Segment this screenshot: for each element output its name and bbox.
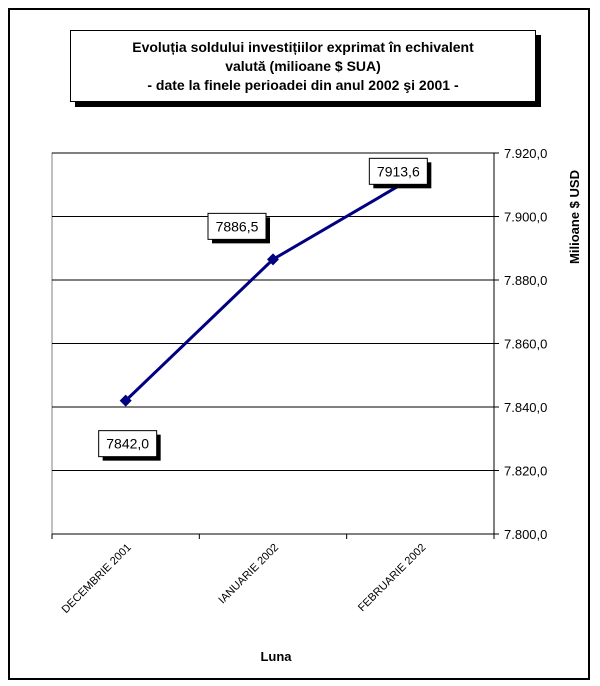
x-tick-label: FEBRUARIE 2002 <box>356 542 428 614</box>
y-tick-label: 7.800,0 <box>504 527 547 542</box>
data-label-box <box>368 157 428 185</box>
data-label: 7913,6 <box>377 163 420 179</box>
y-tick-label: 7.820,0 <box>504 464 547 479</box>
data-label: 7842,0 <box>106 436 149 452</box>
y-tick-label: 7.860,0 <box>504 337 547 352</box>
x-tick-label: IANUARIE 2002 <box>216 542 281 607</box>
y-tick-label: 7.920,0 <box>504 146 547 161</box>
y-tick-label: 7.840,0 <box>504 400 547 415</box>
chart-title-line-1: Evoluția soldului investițiilor exprimat… <box>132 38 474 55</box>
chart-title-line-2: valută (milioane $ SUA) <box>225 57 381 74</box>
data-label-box <box>98 430 158 458</box>
chart-title-line-3: - date la finele perioadei din anul 2002… <box>147 76 459 93</box>
data-label: 7886,5 <box>216 218 259 234</box>
y-axis-title: Milioane $ USD <box>567 170 582 264</box>
plot-area: 7.800,0 7.820,0 7.840,0 7.860,0 7.880,0 7.900… <box>51 146 547 616</box>
data-label-box <box>207 212 267 240</box>
x-tick-label: DECEMBRIE 2001 <box>60 542 134 616</box>
data-point-marker <box>119 394 132 407</box>
chart-title-box: Evoluția soldului investițiilor exprimat… <box>70 30 536 102</box>
y-tick-label: 7.900,0 <box>504 210 547 225</box>
y-tick-label: 7.880,0 <box>504 273 547 288</box>
x-axis-title: Luna <box>260 649 292 664</box>
data-point-marker <box>267 253 279 266</box>
